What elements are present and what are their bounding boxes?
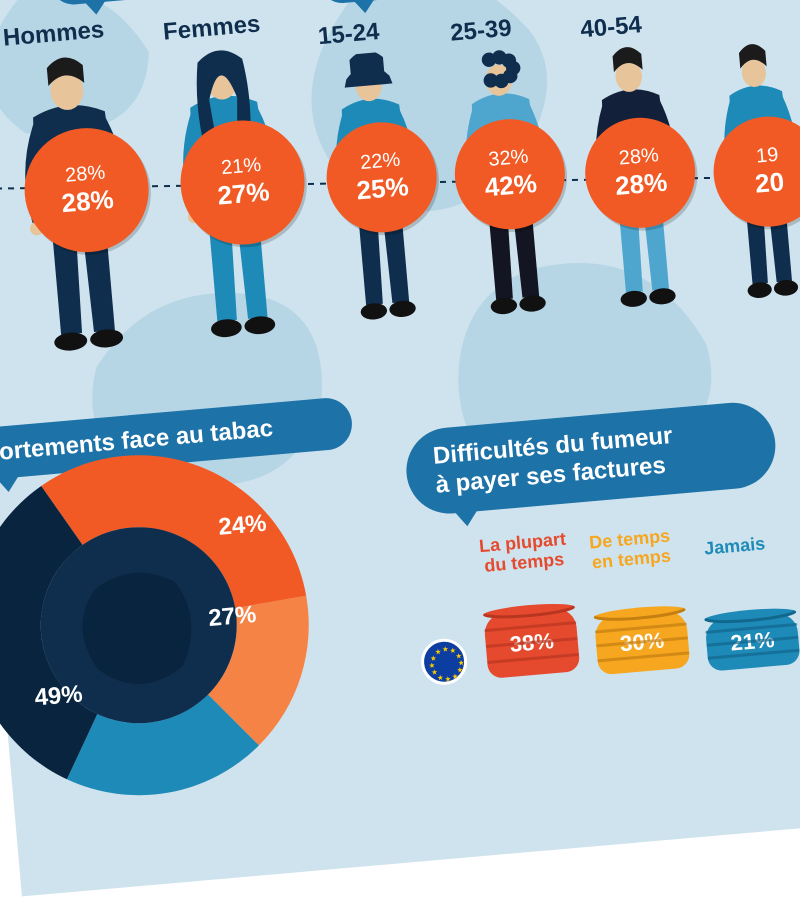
difficulty-chip: 21% <box>704 612 800 672</box>
donut-slice-label: 27% <box>207 601 257 633</box>
donut-slice-label: 24% <box>217 510 267 542</box>
donut-chart-behaviour <box>0 440 334 819</box>
donut-slice-label: 49% <box>34 680 84 712</box>
difficulty-col-label: La plupart du temps <box>478 530 568 577</box>
category-label: 40-54 <box>579 11 643 44</box>
difficulty-chip: 38% <box>483 607 580 679</box>
difficulty-col-label: De temps en temps <box>588 527 672 574</box>
eu-flag-icon: ★★★★★★★★★★★★ <box>419 637 469 687</box>
difficulty-chip: 30% <box>594 610 691 676</box>
category-label: 15-24 <box>317 18 381 51</box>
category-label: 25-39 <box>449 15 513 48</box>
